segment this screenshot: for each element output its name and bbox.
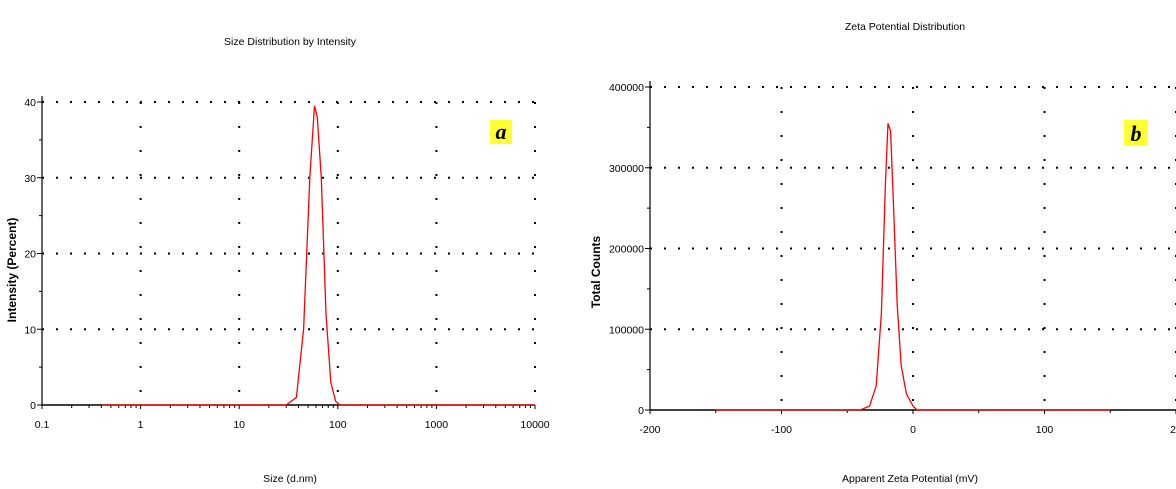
y-tick-label: 400000 xyxy=(609,82,644,94)
x-tick-label: 0.1 xyxy=(35,419,50,431)
x-tick-label: 1 xyxy=(138,419,144,431)
series-line xyxy=(715,123,1111,411)
panel-label-highlight xyxy=(490,120,512,144)
panel-label: a xyxy=(490,119,512,144)
y-tick-label: 100000 xyxy=(609,324,644,336)
y-tick-label: 10 xyxy=(24,324,36,336)
x-tick-label: 100 xyxy=(1036,424,1054,436)
x-tick-label: 10 xyxy=(233,419,245,431)
x-tick-label: 1000 xyxy=(425,419,449,431)
y-tick-label: 300000 xyxy=(609,163,644,175)
y-tick-label: 0 xyxy=(638,405,644,417)
panel-label-text: a xyxy=(496,119,507,144)
y-tick-label: 0 xyxy=(30,400,36,412)
x-tick-label: 0 xyxy=(910,424,916,436)
zeta-potential-chart: Zeta Potential Distribution 0 100000 200000… xyxy=(589,21,1176,485)
y-tick-label: 200000 xyxy=(609,244,644,256)
y-tick-label: 20 xyxy=(24,249,36,261)
y-axis-label: Total Counts xyxy=(589,235,603,308)
x-tick-label: 10000 xyxy=(520,419,549,431)
x-tick-label: -100 xyxy=(771,424,792,436)
chart-title: Zeta Potential Distribution xyxy=(845,21,965,33)
chart-title: Size Distribution by Intensity xyxy=(224,36,357,48)
size-distribution-chart: Size Distribution by Intensity 0 10 20 30 40 0… xyxy=(5,36,550,485)
x-axis-label: Size (d.nm) xyxy=(263,473,317,485)
x-axis-label: Apparent Zeta Potential (mV) xyxy=(842,473,978,485)
series-line xyxy=(101,105,535,406)
panel-label: b xyxy=(1124,120,1148,146)
y-axis-label: Intensity (Percent) xyxy=(5,218,19,323)
panel-label-text: b xyxy=(1131,121,1142,146)
x-tick-label: 20 xyxy=(1170,424,1176,436)
panel-label-highlight xyxy=(1124,120,1148,146)
x-tick-label: 100 xyxy=(329,419,347,431)
y-tick-label: 40 xyxy=(24,97,36,109)
x-tick-label: -200 xyxy=(639,424,660,436)
y-tick-label: 30 xyxy=(24,173,36,185)
